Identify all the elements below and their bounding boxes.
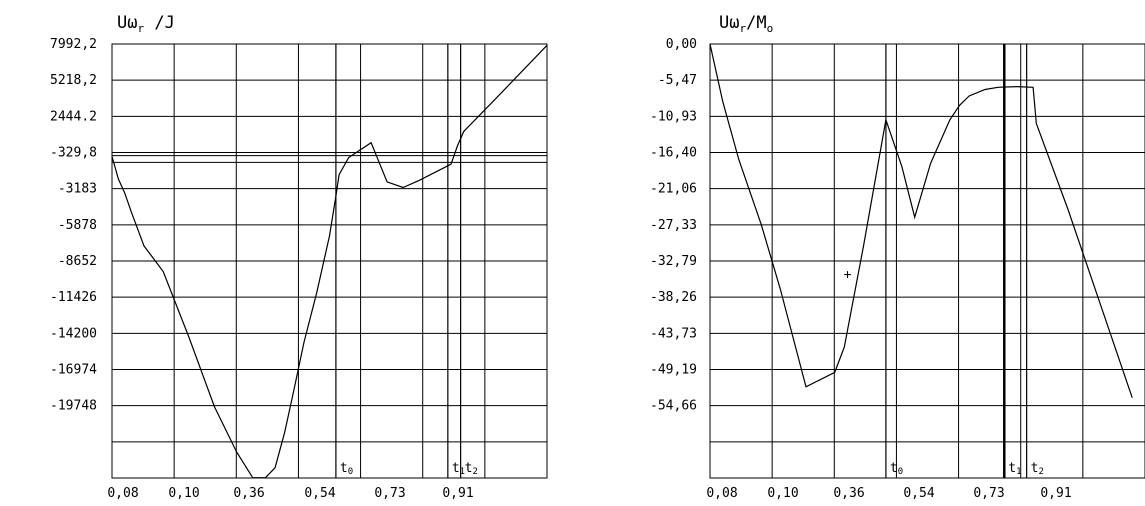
y-tick-label: -38,26: [650, 290, 697, 305]
y-tick-label: -21,06: [650, 182, 697, 197]
x-tick-label: 0,10: [168, 486, 199, 501]
chart-right: 0,00 -5,47 -10,93 -16,40 -21,06 -27,33 -32,79 -…: [650, 13, 1145, 501]
event-marker-label: t1: [452, 461, 465, 477]
x-tick-label: 0,73: [374, 486, 405, 501]
x-tick-label: 0,08: [706, 486, 737, 501]
y-tick-label: -27,33: [650, 218, 697, 233]
event-marker-label: t0: [890, 461, 903, 477]
y-tick-label: -5,47: [658, 73, 697, 88]
y-tick-label: -54,66: [650, 399, 697, 414]
x-tick-label: 0,08: [107, 486, 138, 501]
y-tick-label: -19748: [50, 399, 97, 414]
x-tick-label: 0,73: [973, 486, 1004, 501]
y-tick-label: 5218,2: [50, 73, 97, 88]
series-line: [709, 43, 1133, 398]
y-tick-label: -11426: [50, 290, 97, 305]
event-marker-label: t0: [340, 461, 353, 477]
series-line: [111, 44, 548, 479]
x-tick-label: 0,54: [903, 486, 934, 501]
y-tick-label: -16974: [50, 363, 97, 378]
y-tick-label: -43,73: [650, 326, 697, 341]
chart-title: Uωr/Mo: [719, 13, 773, 35]
y-tick-label: -5878: [58, 218, 97, 233]
event-marker-label: t1: [1008, 461, 1021, 477]
y-tick-label: -3183: [58, 182, 97, 197]
point-mark: +: [844, 268, 852, 283]
event-marker-label: t2: [1031, 461, 1044, 477]
x-tick-label: 0,91: [442, 486, 473, 501]
chart-left: 7992,2 5218,2 2444.2 -329,8 -3183 -5878 -8652 -…: [50, 13, 548, 501]
chart-title: Uωr /J: [117, 13, 175, 35]
x-tick-label: 0,10: [767, 486, 798, 501]
x-tick-label: 0,91: [1040, 486, 1071, 501]
y-tick-label: -14200: [50, 326, 97, 341]
y-tick-label: -10,93: [650, 109, 697, 124]
y-tick-label: -329,8: [50, 146, 97, 161]
y-tick-label: 0,00: [666, 37, 697, 52]
x-tick-label: 0,54: [304, 486, 335, 501]
event-marker-label: t2: [465, 461, 478, 477]
y-tick-label: -49,19: [650, 363, 697, 378]
y-tick-label: -32,79: [650, 254, 697, 269]
y-tick-label: -16,40: [650, 146, 697, 161]
y-tick-label: 7992,2: [50, 37, 97, 52]
y-tick-label: 2444.2: [50, 109, 97, 124]
y-tick-label: -8652: [58, 254, 97, 269]
x-tick-label: 0,36: [233, 486, 264, 501]
x-tick-label: 0,36: [833, 486, 864, 501]
